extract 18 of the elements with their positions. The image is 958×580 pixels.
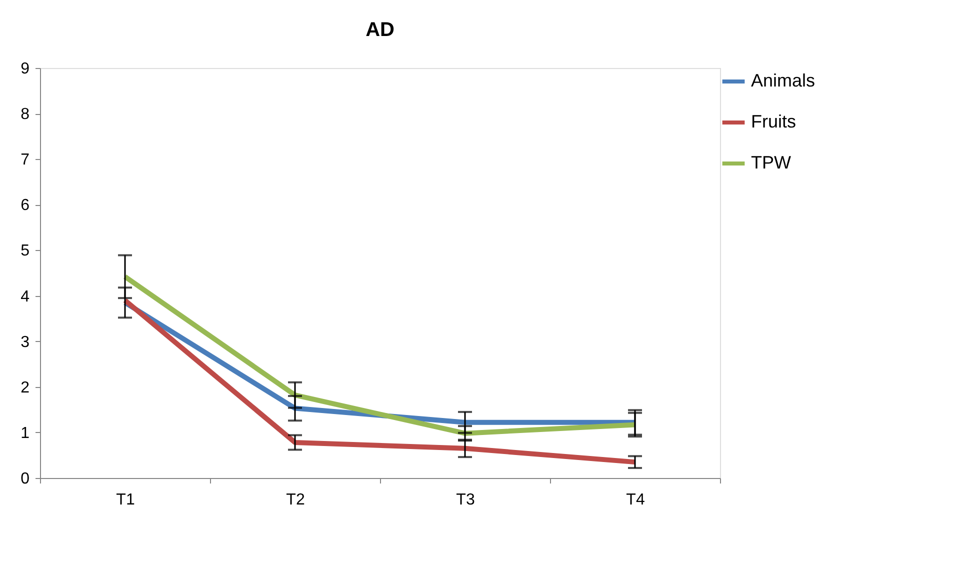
x-tick-label: T4 [626, 492, 645, 508]
x-tick-label: T2 [286, 492, 305, 508]
y-tick-label: 7 [20, 152, 30, 169]
chart-title: AD [366, 19, 394, 41]
y-tick-label: 5 [20, 242, 30, 260]
y-tick-label: 0 [20, 470, 30, 488]
y-tick-label: 4 [20, 288, 30, 306]
y-tick-label: 6 [20, 197, 30, 214]
legend-label: Animals [751, 70, 816, 90]
y-tick-label: 9 [20, 60, 30, 78]
legend-label: TPW [751, 152, 791, 172]
x-tick-label: T1 [116, 492, 135, 508]
legend-label: Fruits [751, 112, 796, 132]
y-tick-label: 3 [20, 334, 30, 351]
y-tick-label: 2 [20, 379, 30, 396]
x-tick-label: T3 [456, 492, 475, 508]
y-tick-label: 8 [20, 106, 30, 124]
y-tick-label: 1 [20, 424, 30, 442]
